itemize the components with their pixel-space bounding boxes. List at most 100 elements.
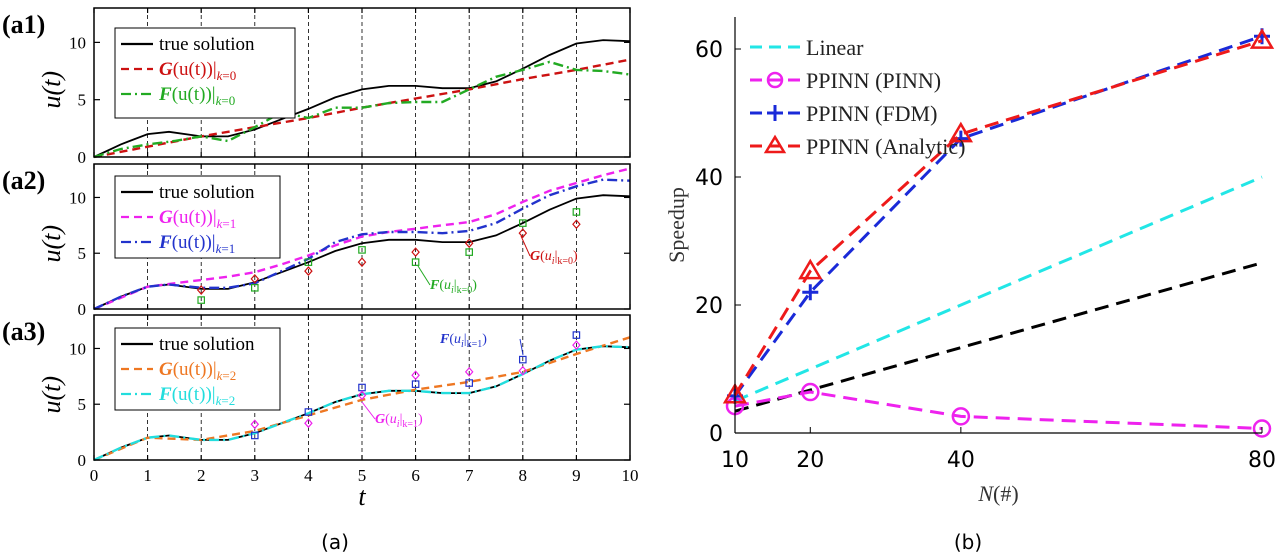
annotation-label: F(ui|k=1) bbox=[439, 332, 487, 350]
legend-label: F(u(t))|k=0 bbox=[158, 84, 235, 108]
legend: Linear PPINN (PINN) PPINN (FDM) PPINN (Anal… bbox=[750, 35, 965, 159]
x-tick-label: 10 bbox=[721, 448, 749, 473]
marker-circle bbox=[801, 382, 820, 402]
y-tick-label: 60 bbox=[695, 38, 723, 63]
marker-square bbox=[197, 296, 206, 304]
marker-diamond bbox=[464, 238, 474, 249]
legend-box bbox=[114, 27, 296, 119]
x-tick-label: 5 bbox=[358, 466, 367, 485]
panel-tag: (a1) bbox=[2, 10, 45, 39]
panel-a2: 0 5 10u(t) (a2) true solution G(u(t))|k=1F(u(… bbox=[2, 163, 631, 319]
series-line bbox=[93, 167, 631, 311]
legend-marker bbox=[766, 71, 784, 89]
marker-square bbox=[572, 208, 581, 216]
x-tick-label: 80 bbox=[1248, 448, 1276, 473]
marker-square bbox=[251, 284, 259, 292]
marker-plus bbox=[802, 284, 819, 301]
y-tick-label: 5 bbox=[78, 244, 87, 263]
x-axis-label: t bbox=[358, 482, 366, 511]
marker-triangle bbox=[1249, 28, 1275, 49]
series-line bbox=[93, 39, 631, 158]
panel-a3: 0 5 10u(t) (a3) true solution G(u(t))|k=2F(u(… bbox=[2, 314, 631, 470]
marker-square bbox=[465, 379, 474, 387]
annotation-label: F(ui|k=0) bbox=[429, 278, 477, 296]
y-tick-label: 10 bbox=[69, 188, 86, 207]
y-tick-label: 5 bbox=[78, 395, 87, 414]
marker-diamond bbox=[357, 390, 367, 401]
y-tick-label: 0 bbox=[78, 148, 87, 167]
marker-diamond bbox=[304, 418, 313, 429]
marker-square bbox=[572, 331, 581, 339]
legend-label: PPINN (PINN) bbox=[806, 68, 941, 93]
marker-square bbox=[358, 246, 366, 254]
marker-diamond bbox=[572, 219, 581, 230]
series-line bbox=[734, 261, 1263, 413]
x-tick-label: 40 bbox=[947, 448, 975, 473]
annotation-arrow bbox=[361, 401, 376, 420]
series-line bbox=[734, 175, 1263, 403]
panel-tag: (a3) bbox=[2, 317, 45, 346]
y-tick-label: 5 bbox=[78, 91, 87, 110]
x-tick-label: 8 bbox=[519, 466, 528, 485]
x-tick-label: 1 bbox=[143, 466, 152, 485]
y-tick-label: 0 bbox=[78, 300, 87, 319]
series-line bbox=[93, 178, 631, 311]
y-axis-label: Speedup bbox=[664, 187, 689, 263]
x-tick-label: 6 bbox=[411, 466, 420, 485]
x-tick-label: 20 bbox=[796, 448, 824, 473]
legend-label: true solution bbox=[159, 334, 255, 355]
right-panel: 0 20 40 60 10 20 40 80 Speedup N(#) Linear PPINN (P… bbox=[664, 17, 1276, 506]
annotation-label: G(ui|k=0) bbox=[530, 249, 578, 267]
y-axis-label: u(t) bbox=[37, 71, 66, 109]
legend-label: PPINN (Analytic) bbox=[806, 134, 965, 159]
panel-tag: (a2) bbox=[2, 166, 45, 195]
panel-a1: 0 5 10u(t) (a1) true solution G(u(t))|k=0F(u(… bbox=[2, 7, 631, 167]
marker-triangle bbox=[798, 258, 823, 280]
marker-diamond bbox=[250, 273, 260, 284]
marker-square bbox=[411, 258, 420, 266]
marker-diamond bbox=[304, 266, 313, 276]
marker-diamond bbox=[464, 366, 474, 377]
legend-label: G(u(t))|k=2 bbox=[159, 359, 236, 383]
marker-triangle bbox=[948, 121, 974, 143]
marker-square bbox=[251, 431, 259, 440]
x-tick-label: 2 bbox=[197, 466, 206, 485]
legend-label: F(u(t))|k=1 bbox=[158, 232, 235, 256]
marker-square bbox=[304, 258, 313, 266]
annotation-arrow bbox=[417, 265, 431, 286]
legend-box bbox=[114, 175, 281, 259]
marker-diamond bbox=[572, 340, 581, 351]
legend-label: G(u(t))|k=0 bbox=[159, 59, 236, 83]
series-line bbox=[93, 194, 631, 310]
marker-diamond bbox=[250, 419, 260, 430]
annotation-label: G(ui|k=1) bbox=[375, 412, 423, 430]
marker-square bbox=[518, 219, 527, 227]
legend-marker bbox=[767, 105, 783, 121]
marker-diamond bbox=[518, 228, 528, 239]
marker-diamond bbox=[518, 365, 528, 376]
legend-marker bbox=[763, 134, 787, 154]
y-axis-label: u(t) bbox=[37, 376, 66, 414]
marker-square bbox=[518, 355, 527, 364]
series-line bbox=[733, 39, 1263, 396]
x-tick-label: 4 bbox=[304, 466, 313, 485]
x-tick-label: 9 bbox=[572, 466, 581, 485]
marker-diamond bbox=[357, 257, 367, 268]
x-tick-label: 3 bbox=[251, 466, 260, 485]
y-tick-label: 10 bbox=[69, 339, 86, 358]
legend-label: true solution bbox=[159, 182, 255, 203]
marker-square bbox=[465, 248, 474, 256]
y-tick-label: 40 bbox=[695, 166, 723, 191]
legend-box bbox=[114, 327, 281, 411]
legend-label: PPINN (FDM) bbox=[806, 101, 937, 126]
series-line bbox=[93, 60, 631, 159]
series-reference bbox=[734, 261, 1263, 413]
y-tick-label: 20 bbox=[695, 294, 723, 319]
marker-diamond bbox=[411, 247, 420, 258]
series-line bbox=[734, 390, 1263, 430]
y-tick-label: 0 bbox=[78, 451, 87, 470]
marker-diamond bbox=[411, 370, 420, 381]
y-axis-label: u(t) bbox=[37, 225, 66, 263]
